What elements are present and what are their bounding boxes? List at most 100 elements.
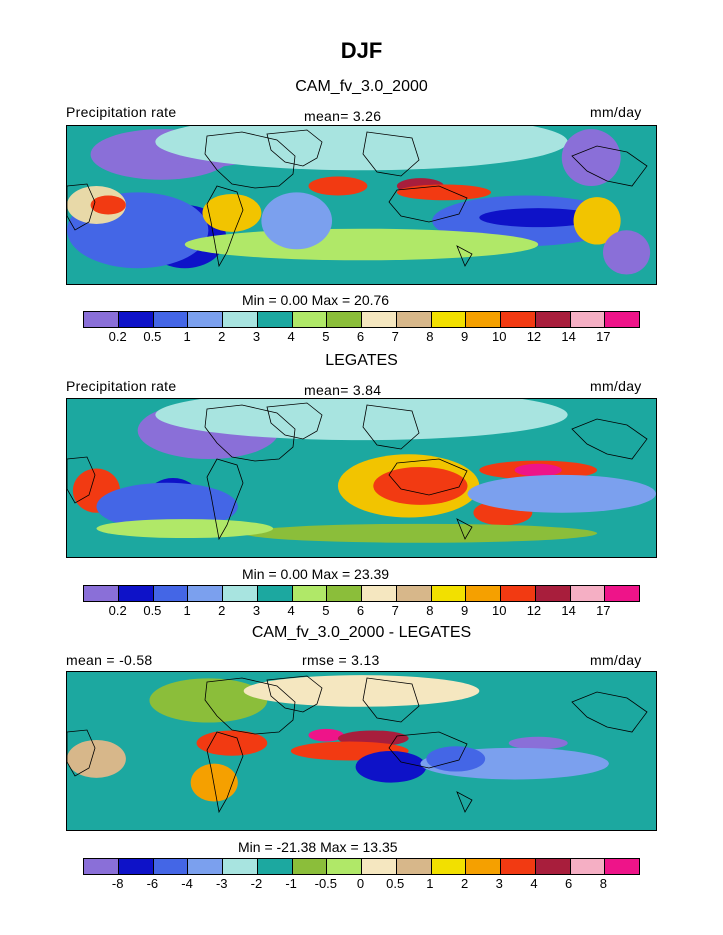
contour-region xyxy=(243,675,480,707)
colorbar-tick-label: 2 xyxy=(460,876,469,891)
colorbar-tick-label: 14 xyxy=(561,329,576,344)
panel-1-left-label: Precipitation rate xyxy=(66,104,177,120)
panel-3-minmax: Min = -21.38 Max = 13.35 xyxy=(238,839,398,855)
coastline xyxy=(266,129,323,167)
colorbar-swatch xyxy=(431,586,467,601)
panel-3-center-label: rmse = 3.13 xyxy=(302,652,380,668)
colorbar-tick-label: -8 xyxy=(111,876,124,891)
colorbar-tick-label: 0.5 xyxy=(386,876,405,891)
colorbar-tick-label: 10 xyxy=(492,603,507,618)
contour-region xyxy=(90,195,126,215)
colorbar-tick-label: 4 xyxy=(287,329,295,344)
panel-2-right-label: mm/day xyxy=(590,378,642,394)
contour-region xyxy=(261,192,333,250)
contour-region xyxy=(514,463,562,477)
contour-region xyxy=(96,519,274,539)
panel-2-colorbar xyxy=(83,585,640,602)
colorbar-tick-label: 12 xyxy=(526,603,542,618)
colorbar-tick-label: 5 xyxy=(322,603,330,618)
colorbar-tick-label: 3 xyxy=(495,876,503,891)
colorbar-tick-label: 0.2 xyxy=(108,603,127,618)
panel-2-center-label: mean= 3.84 xyxy=(304,382,382,398)
contour-region xyxy=(202,193,262,232)
colorbar-swatch xyxy=(501,586,536,601)
contour-region xyxy=(184,228,539,261)
panel-1-center-label: mean= 3.26 xyxy=(304,108,382,124)
colorbar-swatch xyxy=(257,312,293,327)
colorbar-swatch xyxy=(605,859,639,874)
colorbar-tick-label: 3 xyxy=(252,603,261,618)
coastline xyxy=(266,402,323,440)
colorbar-tick-label: 9 xyxy=(460,329,469,344)
contour-region xyxy=(67,739,126,778)
season-title: DJF xyxy=(340,38,383,63)
colorbar-swatch xyxy=(84,586,119,601)
colorbar-tick-label: 4 xyxy=(287,603,295,618)
contour-region xyxy=(155,399,568,441)
coastline xyxy=(67,183,96,231)
contour-region xyxy=(573,197,621,245)
colorbar-swatch xyxy=(431,859,467,874)
colorbar-swatch xyxy=(570,312,606,327)
contour-region xyxy=(243,523,598,543)
colorbar-tick-label: -2 xyxy=(250,876,263,891)
colorbar-swatch xyxy=(466,586,501,601)
panel-3-right-label: mm/day xyxy=(590,652,642,668)
coastline xyxy=(456,791,473,813)
panel-1-title: CAM_fv_3.0_2000 xyxy=(295,78,428,95)
panel-3-map-svg xyxy=(67,672,656,830)
colorbar-swatch xyxy=(396,312,432,327)
contour-region xyxy=(96,482,238,531)
colorbar-swatch xyxy=(570,859,606,874)
coastline xyxy=(456,518,473,540)
colorbar-tick-label: -0.5 xyxy=(314,876,338,891)
colorbar-swatch xyxy=(535,312,571,327)
colorbar-tick-label: 0 xyxy=(356,876,365,891)
colorbar-tick-label: -6 xyxy=(146,876,159,891)
colorbar-swatch xyxy=(501,859,536,874)
colorbar-swatch xyxy=(535,586,571,601)
colorbar-tick-label: 3 xyxy=(252,329,261,344)
panel-3-colorbar-ticks: -8 -6 -4 -3 -2 -1 -0.5 0 0.5 1 2 3 4 6 8 xyxy=(83,876,638,892)
colorbar-swatch xyxy=(362,859,397,874)
colorbar-swatch xyxy=(153,859,189,874)
panel-3-title: CAM_fv_3.0_2000 - LEGATES xyxy=(251,624,472,641)
coastline xyxy=(362,131,420,177)
colorbar-swatch xyxy=(605,586,639,601)
colorbar-swatch xyxy=(257,859,293,874)
colorbar-swatch xyxy=(570,586,606,601)
colorbar-swatch xyxy=(431,312,467,327)
colorbar-tick-label: 17 xyxy=(596,603,611,618)
colorbar-tick-label: -3 xyxy=(215,876,228,891)
contour-region xyxy=(355,751,427,783)
panel-2-map-svg xyxy=(67,399,656,557)
colorbar-swatch xyxy=(362,312,397,327)
colorbar-swatch xyxy=(188,312,223,327)
coastline xyxy=(571,145,648,187)
colorbar-tick-label: 0.5 xyxy=(143,329,162,344)
colorbar-tick-label: 12 xyxy=(526,329,542,344)
panel-2-map xyxy=(66,398,657,558)
coastline xyxy=(571,691,648,733)
panel-3-colorbar xyxy=(83,858,640,875)
colorbar-tick-label: 9 xyxy=(460,603,469,618)
colorbar-swatch xyxy=(188,859,223,874)
colorbar-tick-label: 6 xyxy=(565,876,573,891)
contour-region xyxy=(396,184,492,201)
contour-region xyxy=(308,728,344,742)
colorbar-swatch xyxy=(501,312,536,327)
colorbar-tick-label: 8 xyxy=(426,603,434,618)
panel-2-title: LEGATES xyxy=(325,352,398,369)
colorbar-swatch xyxy=(257,586,293,601)
coastline xyxy=(388,185,468,223)
colorbar-tick-label: 7 xyxy=(391,329,399,344)
coastline xyxy=(388,731,468,769)
colorbar-tick-label: 0.2 xyxy=(108,329,127,344)
coastline xyxy=(204,677,296,735)
colorbar-swatch xyxy=(153,586,189,601)
contour-region xyxy=(508,736,568,750)
colorbar-tick-label: 2 xyxy=(218,329,226,344)
coastline xyxy=(571,418,648,460)
panel-3-map xyxy=(66,671,657,831)
contour-region xyxy=(479,208,598,228)
